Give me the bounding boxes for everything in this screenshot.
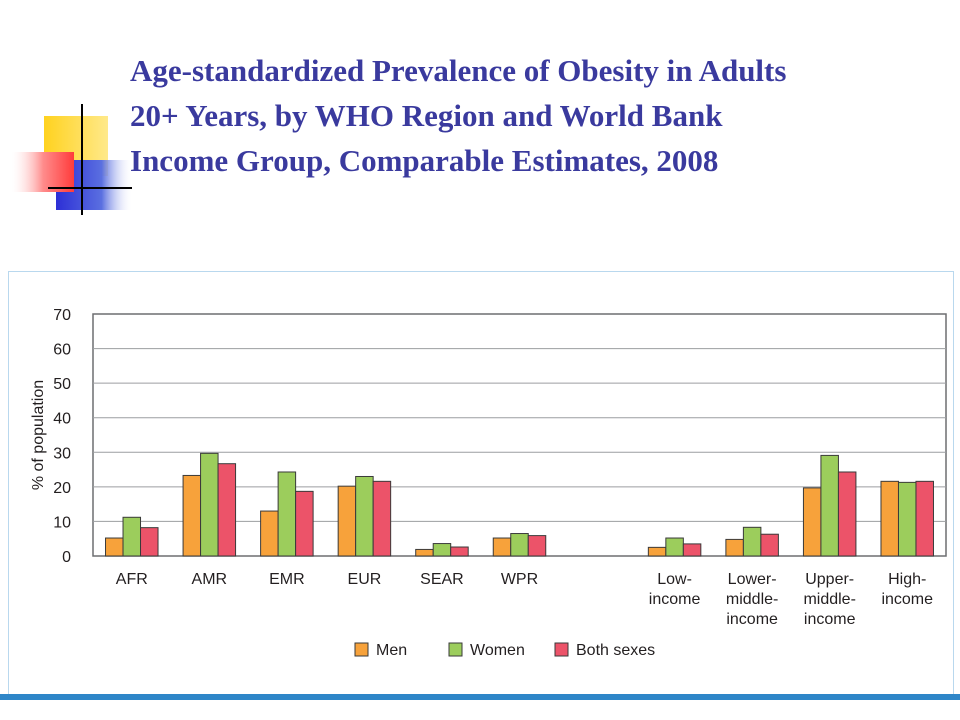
y-tick-label: 20: [53, 480, 71, 497]
bar: [337, 485, 357, 557]
x-tick-label: income: [726, 611, 778, 628]
bar: [122, 516, 142, 557]
bar: [665, 537, 684, 557]
bar: [880, 480, 899, 557]
bar: [915, 480, 934, 557]
bar: [277, 471, 297, 557]
chart-frame: 0 10 20 30 40 50 60 70 % of population AFR AMR EMR E…: [8, 271, 954, 696]
y-tick-label: 60: [53, 342, 71, 359]
bar: [182, 474, 202, 557]
x-tick-label: WPR: [501, 571, 538, 588]
slide-title: Age-standardized Prevalence of Obesity i…: [130, 48, 940, 183]
bar: [450, 546, 469, 557]
bar: [647, 546, 667, 557]
x-tick-label: middle-: [803, 591, 855, 608]
bar: [802, 487, 822, 557]
bar: [510, 533, 529, 557]
red-square: [12, 152, 74, 192]
y-tick-label: 30: [53, 445, 71, 462]
bar: [217, 463, 237, 557]
legend-label: Both sexes: [576, 642, 655, 659]
decorative-squares: [12, 104, 132, 215]
legend-swatch: [554, 642, 569, 657]
bar: [682, 543, 702, 557]
y-tick-label: 10: [53, 514, 71, 531]
bottom-accent-bar: [0, 694, 960, 700]
obesity-bar-chart: 0 10 20 30 40 50 60 70 % of population AFR AMR EMR E…: [30, 307, 947, 659]
y-tick-label: 50: [53, 376, 71, 393]
bar: [432, 543, 452, 557]
x-tick-label: EMR: [269, 571, 305, 588]
bar: [355, 475, 374, 557]
bar: [725, 538, 744, 557]
x-tick-label: income: [649, 591, 701, 608]
bar: [742, 526, 762, 557]
bar: [527, 535, 547, 557]
x-tick-label: High-: [888, 571, 926, 588]
y-tick-label: 40: [53, 411, 71, 428]
title-line-2: 20+ Years, by WHO Region and World Bank: [130, 98, 723, 133]
y-tick-label: 70: [53, 307, 71, 324]
y-tick-label: 0: [62, 549, 71, 566]
x-tick-label: Lower-: [728, 571, 777, 588]
bar: [492, 537, 512, 557]
bar: [260, 510, 279, 557]
x-tick-label: Upper-: [805, 571, 854, 588]
x-tick-label: EUR: [348, 571, 382, 588]
legend-label: Women: [470, 642, 525, 659]
x-tick-label: middle-: [726, 591, 778, 608]
title-line-3: Income Group, Comparable Estimates, 2008: [130, 143, 719, 178]
bar: [415, 548, 434, 557]
legend-swatch: [354, 642, 369, 657]
x-tick-label: AMR: [192, 571, 228, 588]
bar: [200, 452, 219, 557]
bar: [295, 490, 314, 557]
x-tick-label: Low-: [657, 571, 692, 588]
x-tick-label: AFR: [116, 571, 148, 588]
bar: [105, 537, 124, 557]
title-line-1: Age-standardized Prevalence of Obesity i…: [130, 53, 787, 88]
legend-label: Men: [376, 642, 407, 659]
x-tick-label: SEAR: [420, 571, 464, 588]
bar: [140, 527, 159, 557]
bar: [897, 481, 917, 557]
bar: [837, 471, 857, 557]
bar: [820, 454, 839, 557]
legend-swatch: [448, 642, 463, 657]
bar: [760, 533, 779, 557]
x-tick-label: income: [804, 611, 856, 628]
bar: [372, 480, 392, 557]
x-tick-label: income: [881, 591, 933, 608]
y-axis-label: % of population: [30, 380, 47, 490]
